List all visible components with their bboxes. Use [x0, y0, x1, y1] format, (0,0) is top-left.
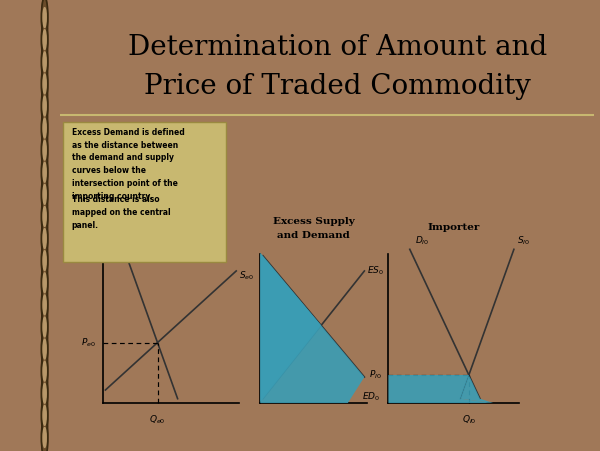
- Circle shape: [43, 295, 46, 315]
- Circle shape: [43, 52, 46, 72]
- Circle shape: [41, 395, 48, 436]
- Circle shape: [43, 118, 46, 138]
- Circle shape: [43, 74, 46, 94]
- Text: $D_{I0}$: $D_{I0}$: [415, 235, 430, 247]
- Circle shape: [43, 339, 46, 359]
- Circle shape: [41, 108, 48, 148]
- Text: Excess Supply: Excess Supply: [273, 216, 355, 226]
- Polygon shape: [460, 375, 493, 403]
- Circle shape: [41, 417, 48, 451]
- Circle shape: [41, 307, 48, 347]
- Circle shape: [41, 130, 48, 170]
- Text: and Demand: and Demand: [277, 231, 350, 240]
- Text: $Q_{e0}$: $Q_{e0}$: [149, 414, 166, 426]
- Text: This distance is also
mapped on the central
panel.: This distance is also mapped on the cent…: [72, 195, 170, 230]
- Circle shape: [41, 19, 48, 60]
- Text: $S_{e0}$: $S_{e0}$: [239, 269, 254, 281]
- Circle shape: [43, 317, 46, 337]
- Polygon shape: [388, 375, 493, 403]
- Circle shape: [43, 207, 46, 226]
- Circle shape: [41, 262, 48, 303]
- Circle shape: [43, 428, 46, 447]
- FancyBboxPatch shape: [62, 122, 226, 262]
- Circle shape: [43, 162, 46, 182]
- Circle shape: [41, 240, 48, 281]
- Text: Price of Traded Commodity: Price of Traded Commodity: [144, 74, 531, 101]
- Text: $ES_0$: $ES_0$: [367, 265, 384, 277]
- Text: Determination of Amount and: Determination of Amount and: [128, 34, 547, 61]
- Circle shape: [41, 285, 48, 325]
- Circle shape: [43, 383, 46, 403]
- Circle shape: [41, 86, 48, 126]
- Circle shape: [43, 140, 46, 160]
- Circle shape: [41, 0, 48, 38]
- Circle shape: [43, 273, 46, 293]
- Circle shape: [41, 196, 48, 237]
- Text: $P_{I0}$: $P_{I0}$: [369, 369, 382, 381]
- Circle shape: [41, 329, 48, 369]
- Circle shape: [41, 351, 48, 391]
- Circle shape: [41, 64, 48, 104]
- Circle shape: [43, 251, 46, 271]
- Circle shape: [43, 8, 46, 28]
- Circle shape: [41, 41, 48, 82]
- Polygon shape: [260, 253, 321, 402]
- Text: $P_{e0}$: $P_{e0}$: [82, 336, 97, 349]
- Text: $S_{I0}$: $S_{I0}$: [517, 235, 530, 247]
- Polygon shape: [260, 253, 364, 403]
- Circle shape: [41, 152, 48, 193]
- Circle shape: [41, 218, 48, 259]
- Circle shape: [41, 174, 48, 215]
- Circle shape: [43, 361, 46, 381]
- Circle shape: [41, 373, 48, 414]
- Circle shape: [43, 405, 46, 425]
- Circle shape: [43, 184, 46, 204]
- Text: Importer: Importer: [428, 223, 480, 232]
- Circle shape: [43, 96, 46, 116]
- Circle shape: [43, 229, 46, 249]
- Text: Excess Demand is defined
as the distance between
the demand and supply
curves be: Excess Demand is defined as the distance…: [72, 128, 184, 201]
- Text: $ED_0$: $ED_0$: [362, 390, 380, 403]
- Circle shape: [43, 30, 46, 50]
- Text: $Q_{I0}$: $Q_{I0}$: [461, 414, 476, 426]
